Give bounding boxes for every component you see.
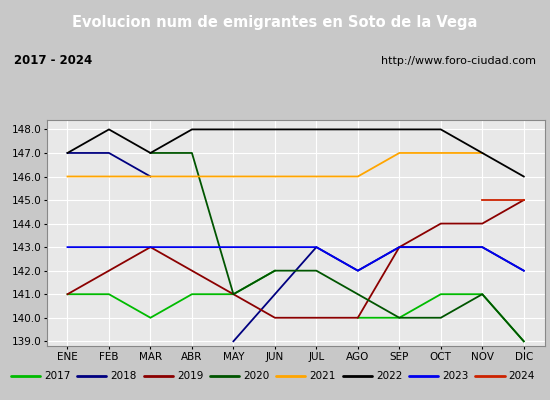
Text: http://www.foro-ciudad.com: http://www.foro-ciudad.com	[381, 56, 536, 66]
Text: Evolucion num de emigrantes en Soto de la Vega: Evolucion num de emigrantes en Soto de l…	[72, 16, 478, 30]
Text: 2019: 2019	[177, 371, 204, 381]
Text: 2024: 2024	[509, 371, 535, 381]
Text: 2020: 2020	[243, 371, 270, 381]
Text: 2023: 2023	[442, 371, 469, 381]
Text: 2021: 2021	[310, 371, 336, 381]
Text: 2017: 2017	[45, 371, 71, 381]
Text: 2022: 2022	[376, 371, 403, 381]
Text: 2017 - 2024: 2017 - 2024	[14, 54, 92, 68]
Text: 2018: 2018	[111, 371, 137, 381]
